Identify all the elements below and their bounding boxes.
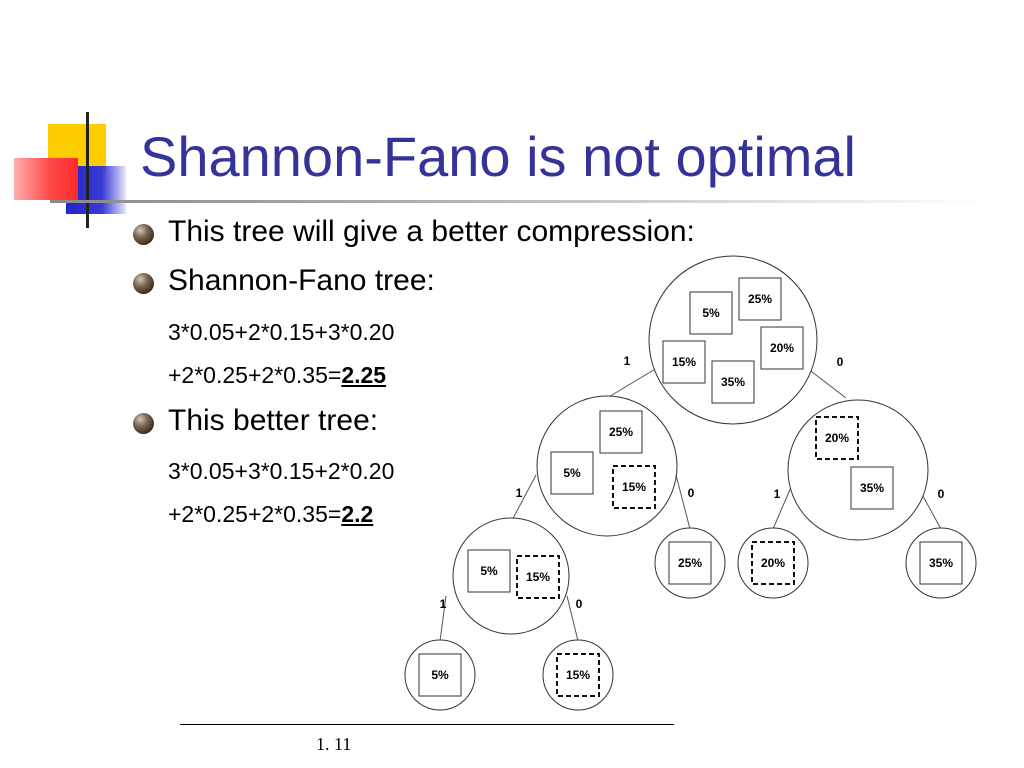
root-item-label: 35% [721,375,745,389]
leaf-moved-box [556,653,600,697]
bullet-sphere-icon [133,224,154,245]
leaf-item-box [418,653,462,697]
shannon-fano-result: 2.25 [341,362,387,388]
leaf-item-box [919,541,963,585]
root-item-box [738,277,782,321]
right-moved-box [815,416,859,460]
edge-leftleft-leaf15 [566,595,579,642]
root-item-label: 25% [748,292,772,306]
page-title: Shannon-Fano is not optimal [140,125,856,188]
bullet-text-3: This better tree: [168,404,379,437]
root-item-box [662,340,706,384]
root-item-label: 15% [672,355,696,369]
bullet-sphere-icon [133,413,154,434]
root-item-label: 20% [770,341,794,355]
leaf-label-25: 25% [678,556,702,570]
bullet-text-1: This tree will give a better compression… [168,215,695,248]
leaf-moved-box [751,541,795,585]
edge-label: 1 [774,487,781,501]
right-item-label: 20% [825,431,849,445]
edge-left-leftleft [509,474,537,525]
left-item-box [550,451,594,495]
edge-label: 1 [624,354,631,368]
bullet-sphere-icon [133,273,154,294]
vertical-line [86,112,89,228]
left-item-label: 5% [563,466,581,480]
left-item-box [599,410,643,454]
left-item-label: 25% [609,425,633,439]
shannon-fano-formula-line-1: 3*0.05+2*0.15+3*0.20 [168,319,395,345]
left-moved-box [612,465,656,509]
edge-label: 1 [440,597,447,611]
leaf-label-5: 5% [431,668,449,682]
leftleft-item-label: 15% [526,570,550,584]
better-tree-formula-line-2: +2*0.25+2*0.35=2.2 [168,501,373,528]
leaf-label-35: 35% [929,556,953,570]
root-item-label: 5% [702,306,720,320]
red-square [14,158,78,200]
shannon-fano-formula-line-2: +2*0.25+2*0.35=2.25 [168,362,386,389]
left-left-node [452,517,570,635]
better-tree-formula-prefix: +2*0.25+2*0.35= [168,501,342,527]
leaf-label-15: 15% [566,668,590,682]
root-item-box [760,326,804,370]
leaf-label-20: 20% [761,556,785,570]
edge-left-leaf25 [675,474,691,530]
corner-decoration [0,100,150,240]
slide-number: 1. 11 [316,734,352,754]
edge-root-left [606,364,663,399]
left-item-label: 15% [622,480,646,494]
right-item-box [850,466,894,510]
edge-label: 0 [576,597,583,611]
edge-label: 0 [688,486,695,500]
edge-label: 1 [516,486,523,500]
edge-label: 0 [837,355,844,369]
bullet-text-2: Shannon-Fano tree: [168,264,435,297]
edge-label: 0 [938,487,945,501]
root-item-box [711,360,755,404]
root-item-box [689,291,733,335]
leftleft-moved-box [516,555,560,599]
leaf-item-box [668,541,712,585]
edge-leftleft-leaf5 [439,595,447,642]
footer-rule [180,724,674,725]
better-tree-formula-line-1: 3*0.05+3*0.15+2*0.20 [168,458,395,484]
shannon-fano-formula-prefix: +2*0.25+2*0.35= [168,362,342,388]
leftleft-item-label: 5% [480,564,498,578]
right-item-label: 35% [860,481,884,495]
title-underline [50,200,990,203]
leftleft-item-box [467,549,511,593]
better-tree-result: 2.2 [341,501,374,527]
